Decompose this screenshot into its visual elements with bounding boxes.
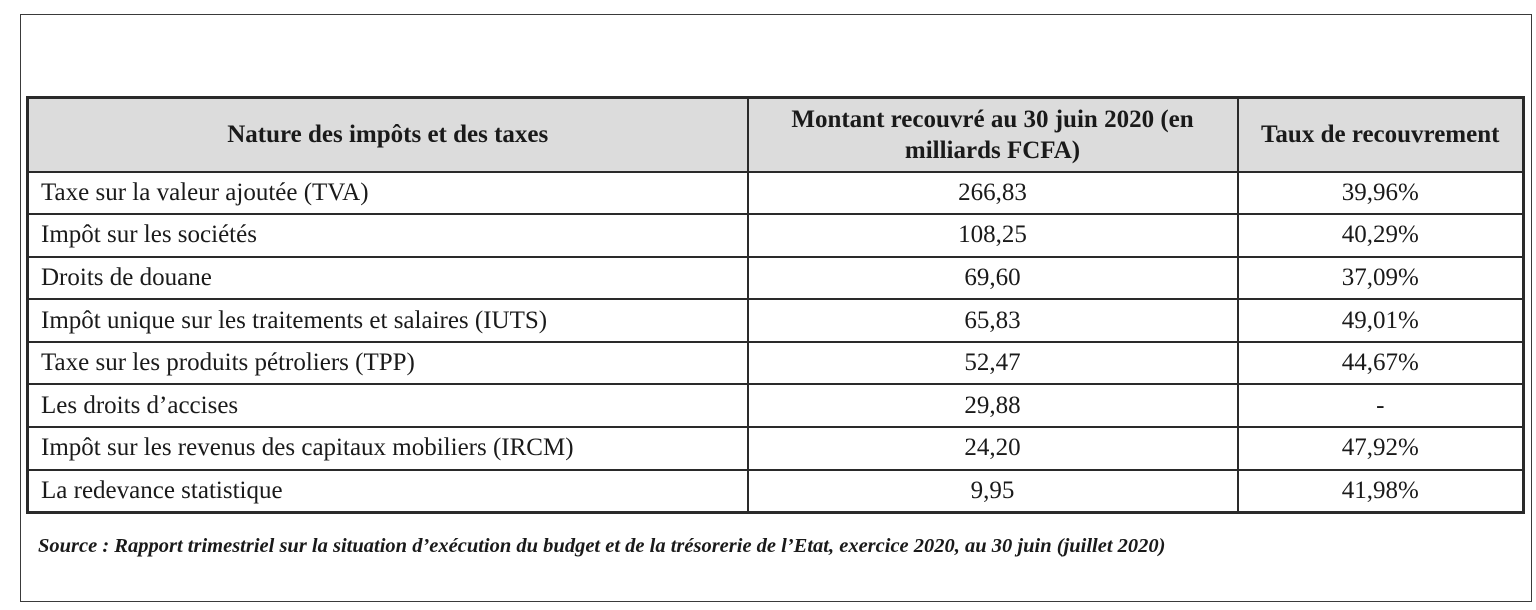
table-header-row: Nature des impôts et des taxes Montant r…	[26, 96, 1525, 173]
cell-montant: 108,25	[746, 213, 1239, 258]
table-row: Les droits d’accises 29,88 -	[26, 383, 1525, 429]
cell-montant: 69,60	[746, 255, 1239, 301]
cell-nature: Taxe sur la valeur ajoutée (TVA)	[26, 170, 749, 216]
cell-nature: Droits de douane	[26, 255, 749, 301]
table-row: Droits de douane 69,60 37,09%	[26, 255, 1525, 301]
cell-taux: 39,96%	[1236, 170, 1525, 216]
cell-montant: 29,88	[746, 383, 1239, 429]
table-row: La redevance statistique 9,95 41,98%	[26, 468, 1525, 514]
cell-nature: La redevance statistique	[26, 468, 749, 514]
tax-collection-table: Nature des impôts et des taxes Montant r…	[26, 96, 1525, 514]
table-row: Impôt sur les sociétés 108,25 40,29%	[26, 213, 1525, 258]
figure-frame	[20, 14, 1532, 602]
cell-taux: 44,67%	[1236, 340, 1525, 386]
header-taux: Taux de recouvrement	[1236, 96, 1525, 173]
cell-nature: Impôt sur les sociétés	[26, 213, 749, 258]
table-row: Taxe sur la valeur ajoutée (TVA) 266,83 …	[26, 170, 1525, 216]
table-row: Impôt sur les revenus des capitaux mobil…	[26, 426, 1525, 471]
source-note: Source : Rapport trimestriel sur la situ…	[38, 535, 1166, 557]
cell-nature: Impôt sur les revenus des capitaux mobil…	[26, 426, 749, 471]
cell-taux: 47,92%	[1236, 426, 1525, 471]
cell-montant: 65,83	[746, 298, 1239, 343]
header-montant: Montant recouvré au 30 juin 2020 (en mil…	[746, 96, 1239, 173]
cell-montant: 52,47	[746, 340, 1239, 386]
table-row: Taxe sur les produits pétroliers (TPP) 5…	[26, 340, 1525, 386]
cell-taux: 49,01%	[1236, 298, 1525, 343]
cell-nature: Les droits d’accises	[26, 383, 749, 429]
cell-taux: -	[1236, 383, 1525, 429]
cell-taux: 41,98%	[1236, 468, 1525, 514]
cell-montant: 9,95	[746, 468, 1239, 514]
cell-taux: 40,29%	[1236, 213, 1525, 258]
cell-montant: 266,83	[746, 170, 1239, 216]
header-nature: Nature des impôts et des taxes	[26, 96, 749, 173]
cell-montant: 24,20	[746, 426, 1239, 471]
cell-nature: Taxe sur les produits pétroliers (TPP)	[26, 340, 749, 386]
table-row: Impôt unique sur les traitements et sala…	[26, 298, 1525, 343]
cell-taux: 37,09%	[1236, 255, 1525, 301]
cell-nature: Impôt unique sur les traitements et sala…	[26, 298, 749, 343]
